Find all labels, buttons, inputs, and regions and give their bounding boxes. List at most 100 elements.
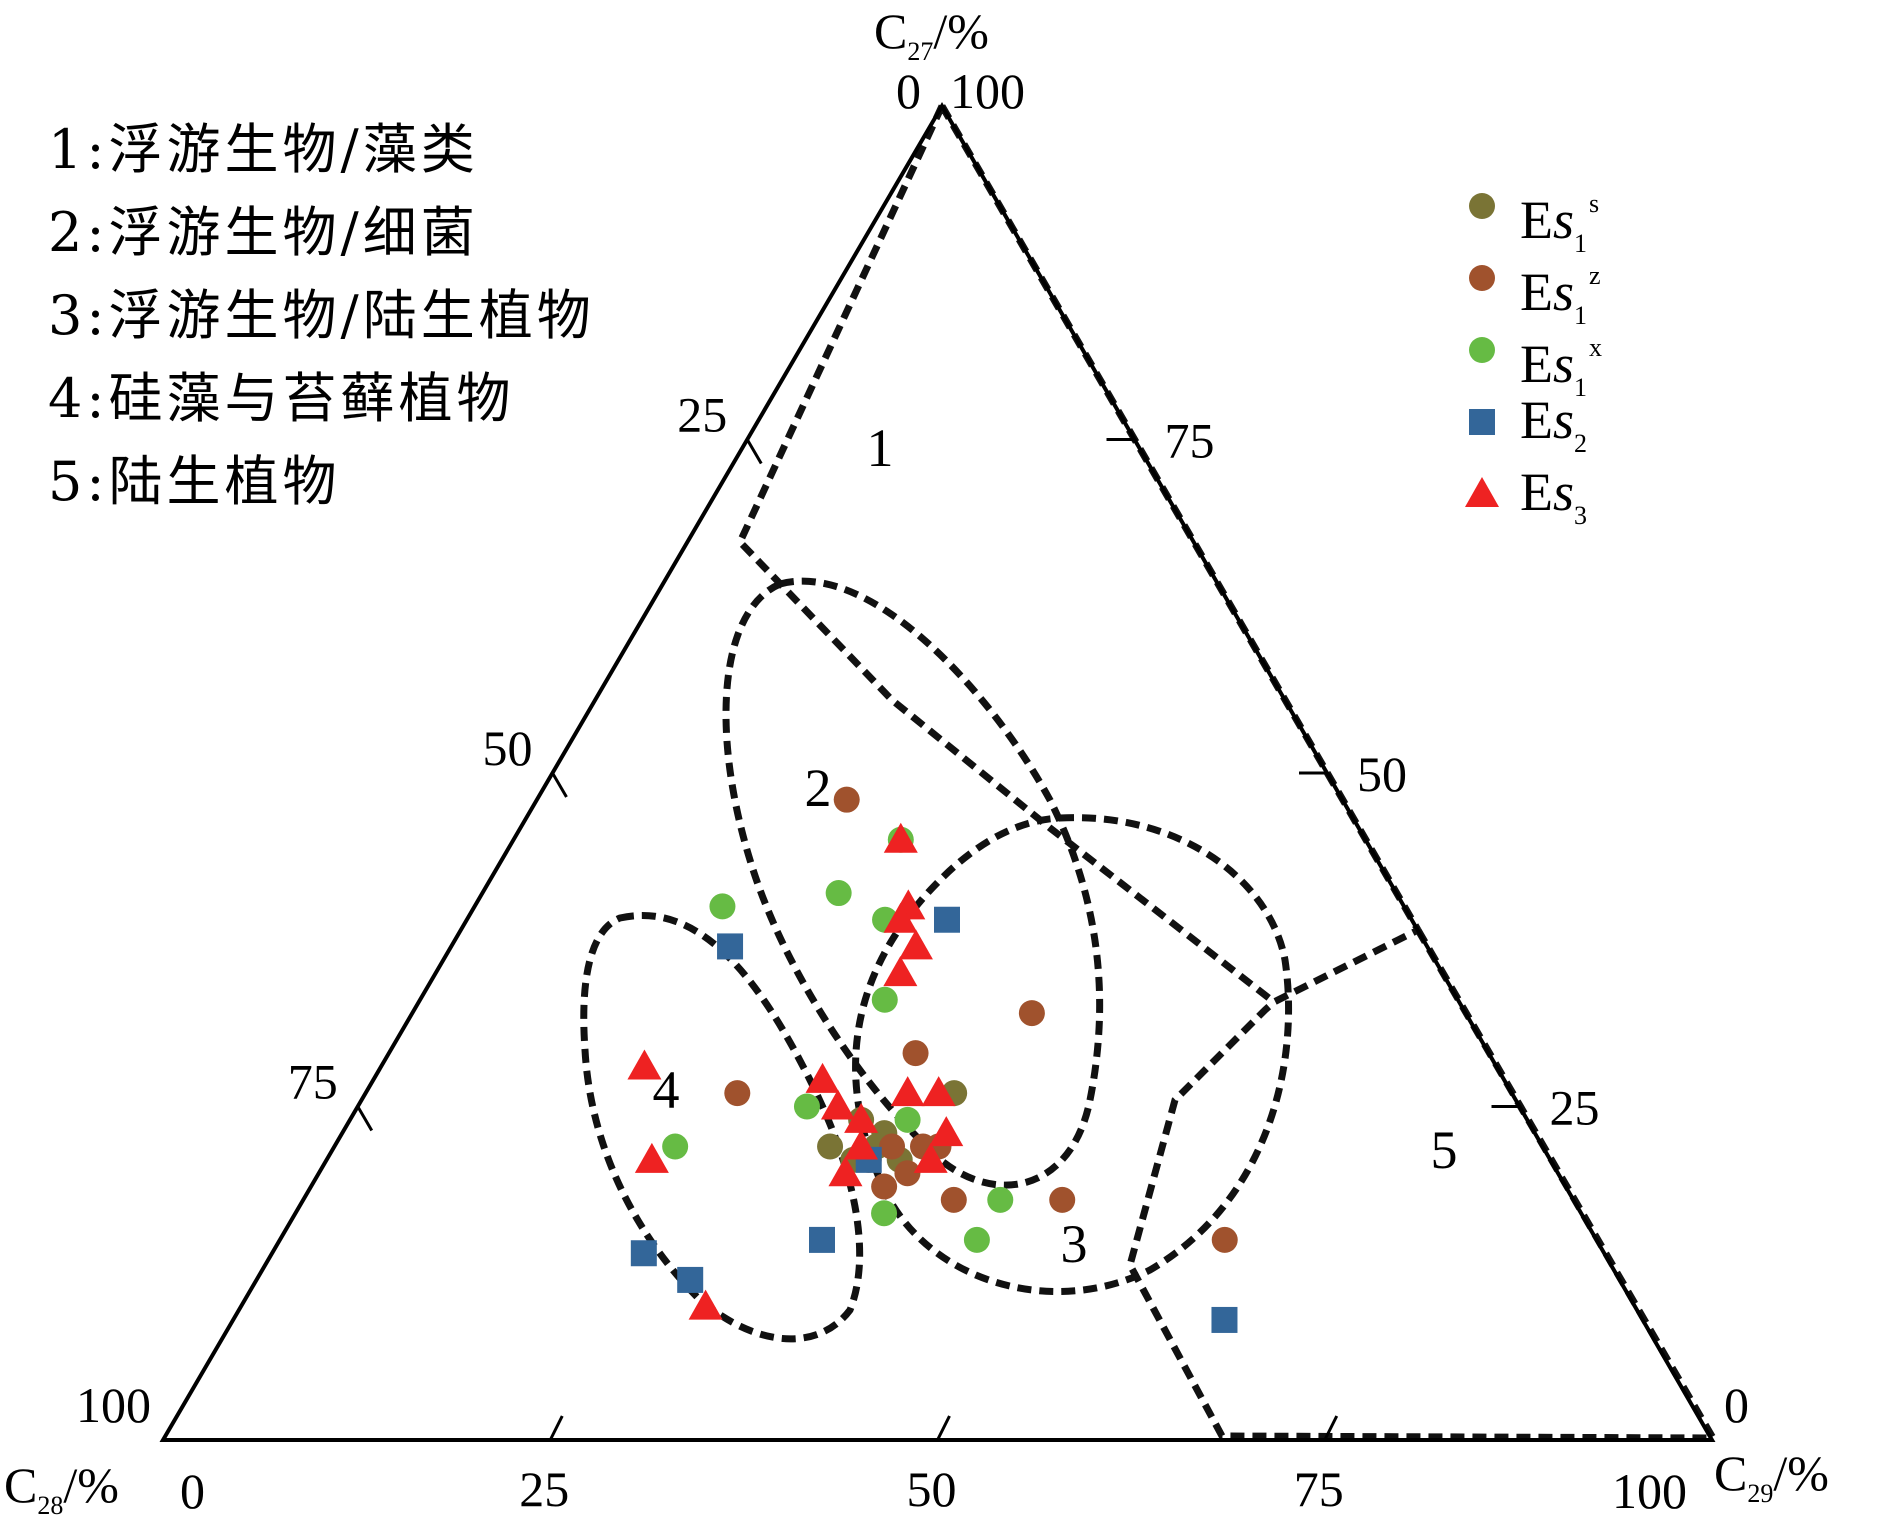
region-legend-item-3: 3:浮游生物/陆生植物 xyxy=(48,284,595,347)
region-1-boundary xyxy=(735,104,1422,1007)
point-es1x xyxy=(987,1186,1014,1213)
bottom-axis-tick-label: 75 xyxy=(1294,1461,1344,1516)
bottom-axis-tick xyxy=(1323,1415,1339,1441)
legend-marker-es1z xyxy=(1469,265,1495,291)
point-es1x xyxy=(825,880,852,907)
legend-item-es3: Es3 xyxy=(1462,460,1682,532)
top-axis-label: C27/% xyxy=(874,3,989,66)
point-es1z xyxy=(940,1186,967,1213)
point-es1s xyxy=(817,1133,844,1160)
point-es1x xyxy=(963,1226,990,1253)
point-es1z xyxy=(1049,1186,1076,1213)
bottom-axis-tick-label: 50 xyxy=(907,1461,957,1516)
point-es1z xyxy=(894,1160,921,1187)
right-axis-tick-label: 25 xyxy=(1550,1080,1600,1136)
region-label-2: 2 xyxy=(805,758,832,818)
point-es1x xyxy=(871,986,898,1013)
point-es1z xyxy=(833,786,860,813)
point-es3 xyxy=(883,822,918,853)
left-axis-tick xyxy=(356,1105,374,1132)
point-es3 xyxy=(913,1142,948,1173)
legend-marker-es1s xyxy=(1469,193,1495,219)
point-es2 xyxy=(630,1240,657,1267)
point-es3 xyxy=(929,1116,964,1147)
series-legend: Es1s Es1z Es1x Es2 Es3 xyxy=(1462,172,1682,532)
point-es3 xyxy=(883,902,918,933)
legend-label-es1s: Es1s xyxy=(1520,189,1600,258)
legend-label-es3: Es3 xyxy=(1520,462,1588,530)
legend-marker-es3 xyxy=(1465,477,1499,507)
legend-label-es2: Es2 xyxy=(1520,390,1588,458)
region-4-boundary xyxy=(580,912,864,1343)
top-corner-100-label: 100 xyxy=(950,63,1025,119)
left-corner-100-label: 100 xyxy=(76,1377,151,1433)
point-es2 xyxy=(717,933,744,960)
point-es2 xyxy=(1211,1306,1238,1333)
axis-labels: C27/% C28/% C29/% xyxy=(4,3,1829,1516)
region-legend-item-1: 1:浮游生物/藻类 xyxy=(48,118,479,181)
legend-item-es1s: Es1s xyxy=(1462,172,1682,258)
point-es3 xyxy=(921,1076,956,1107)
legend-symbol xyxy=(1469,193,1495,219)
region-label-5: 5 xyxy=(1431,1120,1458,1180)
region-label-3: 3 xyxy=(1061,1214,1088,1274)
point-es1z xyxy=(879,1133,906,1160)
point-es3 xyxy=(828,1156,863,1187)
data-points xyxy=(627,786,1238,1333)
legend-item-es1x: Es1x xyxy=(1462,316,1682,402)
right-corner-zero-label: 0 xyxy=(1724,1377,1749,1433)
region-label-4: 4 xyxy=(653,1060,680,1120)
left-axis-tick-label: 25 xyxy=(677,387,727,443)
region-label-1: 1 xyxy=(867,418,894,478)
point-es1x xyxy=(662,1133,689,1160)
legend-marker-es2 xyxy=(1469,409,1495,435)
point-es1z xyxy=(724,1080,751,1107)
axis-ticks xyxy=(356,438,1520,1441)
point-es1x xyxy=(793,1093,820,1120)
point-es2 xyxy=(677,1266,704,1293)
point-es1x xyxy=(709,893,736,920)
left-axis-tick-label: 50 xyxy=(483,720,533,776)
point-es2 xyxy=(934,906,960,933)
region-labels: 1 2 3 4 5 xyxy=(653,418,1458,1274)
point-es1z xyxy=(1211,1226,1238,1253)
bottom-axis-tick xyxy=(936,1415,951,1441)
bottom-right-100-label: 100 xyxy=(1612,1463,1687,1516)
legend-symbol xyxy=(1469,265,1495,291)
legend-item-es1z: Es1z xyxy=(1462,244,1682,330)
point-es3 xyxy=(883,956,918,987)
point-es1x xyxy=(894,1106,921,1133)
point-es3 xyxy=(898,929,933,960)
point-es2 xyxy=(809,1226,835,1253)
left-axis-tick xyxy=(745,438,763,465)
point-es3 xyxy=(805,1062,840,1093)
region-5-boundary xyxy=(1126,928,1720,1442)
bottom-axis-tick xyxy=(548,1415,564,1441)
right-axis-label: C29/% xyxy=(1714,1445,1829,1508)
right-axis-tick-label: 50 xyxy=(1357,746,1407,802)
legend-item-es2: Es2 xyxy=(1462,388,1682,460)
point-es3 xyxy=(820,1089,855,1120)
region-2-boundary xyxy=(722,577,1104,1189)
point-es3 xyxy=(634,1142,669,1173)
point-es3 xyxy=(627,1049,662,1080)
region-3-boundary xyxy=(852,814,1293,1295)
region-legend-item-2: 2:浮游生物/细菌 xyxy=(48,201,479,264)
region-legend-item-4: 4:硅藻与苔藓植物 xyxy=(48,367,515,430)
point-es3 xyxy=(688,1289,723,1320)
point-es3 xyxy=(844,1129,879,1160)
right-axis-tick-label: 75 xyxy=(1165,413,1215,469)
point-es1z xyxy=(1018,1000,1045,1027)
left-axis-tick xyxy=(551,772,568,798)
left-axis-label: C28/% xyxy=(4,1457,119,1516)
region-legend: 1:浮游生物/藻类 2:浮游生物/细菌 3:浮游生物/陆生植物 4:硅藻与苔藓植… xyxy=(48,108,595,523)
region-legend-item-5: 5:陆生植物 xyxy=(48,450,341,513)
left-axis-tick-label: 75 xyxy=(288,1054,338,1110)
point-es3 xyxy=(890,1076,925,1107)
legend-label-es1z: Es1z xyxy=(1520,261,1601,330)
point-es1x xyxy=(871,1200,898,1227)
point-es1z xyxy=(902,1040,929,1067)
top-corner-zero-label: 0 xyxy=(896,63,921,119)
